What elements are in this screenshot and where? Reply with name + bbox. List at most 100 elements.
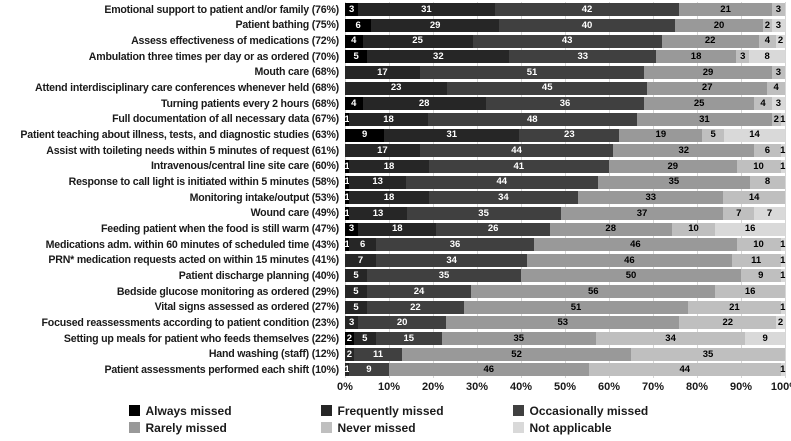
bar-segment: 51 [419,65,645,79]
bar-row: 3 20 53 22 2 [345,315,785,331]
bar-segment: 24 [366,285,472,299]
bar-segment-value: 13 [372,176,383,188]
bar-segment-value: 33 [577,51,589,63]
bar-track: 5 22 51 21 1 [345,300,785,314]
x-axis-tick-label: 60% [597,380,621,393]
legend: Always missed Frequently missed Occasion… [0,404,791,435]
plot-rows: 3 31 42 21 3 6 29 40 20 2 3 4 25 43 22 4 2 5 32 33 18 3 8 1… [345,2,785,378]
legend-swatch-icon [320,405,332,417]
bar-segment-value: 35 [513,332,525,344]
bar-segment: 4 [754,97,772,111]
bar-segment-value: 21 [729,301,740,313]
category-label: Patient teaching about illness, tests, a… [20,129,339,142]
bar-segment: 4 [767,81,785,95]
bar-segment-value: 22 [722,317,734,329]
bar-segment-value: 10 [688,223,699,235]
bar-segment: 1 [345,159,350,173]
bar-segment: 22 [367,300,464,314]
bar-segment-value: 17 [377,144,388,156]
bar-segment: 21 [679,3,772,17]
bar-segment-value: 31 [446,129,458,141]
bar-segment: 9 [745,332,785,346]
x-axis-tick-label: 100% [770,380,791,393]
bar-segment: 4 [345,97,363,111]
bar-row: 1 18 41 29 10 1 [345,159,785,175]
bar-segment: 22 [661,34,759,48]
bar-track: 3 18 26 28 10 16 [345,222,785,236]
bar-segment-value: 7 [766,207,773,219]
bar-segment: 46 [527,253,732,267]
category-label: Focused reassessments according to patie… [41,316,340,329]
bar-row: 5 35 50 9 1 [345,268,785,284]
bar-segment: 31 [636,112,772,126]
gridline [609,2,610,378]
bar-segment-value: 17 [377,66,388,78]
bar-segment: 52 [402,347,631,361]
gridline [565,2,566,378]
bar-segment: 5 [702,128,724,142]
bar-segment-value: 18 [690,51,702,63]
gridlines-layer [345,2,786,378]
bar-row: 9 31 23 19 5 14 [345,127,785,143]
gridline [433,2,434,378]
bar-segment-value: 9 [762,332,768,344]
chart-body: Emotional support to patient and/or fami… [0,2,791,378]
bar-segment-value: 44 [511,144,522,156]
bar-segment: 18 [349,112,428,126]
bar-row: 2 5 15 35 34 9 [345,331,785,347]
bar-segment-value: 2 [346,348,353,360]
bar-track: 5 24 56 16 [345,285,785,299]
legend-label: Never missed [337,420,416,435]
bar-segment: 13 [349,206,407,220]
bar-segment: 7 [723,206,755,220]
bar-segment-value: 6 [359,238,366,250]
bar-segment-value: 29 [429,19,441,31]
bar-segment-value: 21 [720,4,731,16]
category-label: Full documentation of all necessary data… [112,113,339,126]
bar-segment-value: 31 [699,113,710,125]
bar-segment: 29 [644,65,772,79]
bar-segment-value: 2 [764,19,771,31]
bar-segment: 14 [723,191,785,205]
bar-segment-value: 40 [581,19,593,31]
gridline [477,2,478,378]
bar-segment-value: 32 [678,144,690,156]
bar-segment-value: 53 [557,317,569,329]
bar-segment: 7 [754,206,785,220]
bar-segment-value: 1 [344,191,350,203]
category-label: Patient discharge planning (40%) [178,269,339,282]
bar-segment-value: 41 [513,160,525,172]
bar-segment: 18 [349,191,429,205]
bar-segment-value: 52 [511,348,522,360]
x-axis-tick-label: 70% [641,380,665,393]
bar-segment-value: 3 [775,66,782,78]
bar-segment-value: 35 [438,270,450,282]
bar-row: 4 25 43 22 4 2 [345,33,785,49]
bar-track: 3 20 53 22 2 [345,316,785,330]
bar-segment-value: 14 [749,129,760,141]
category-label: Wound care (49%) [250,207,340,220]
bar-segment: 7 [345,253,377,267]
bar-segment: 53 [446,316,680,330]
bar-segment: 4 [345,34,363,48]
bar-row: 5 24 56 16 [345,284,785,300]
x-axis-tick-label: 90% [729,380,753,393]
bar-track: 1 13 35 37 7 7 [345,206,785,220]
bar-segment: 27 [647,81,768,95]
bar-segment-value: 11 [372,348,384,360]
legend-swatch-icon [320,422,332,434]
bar-segment-value: 3 [348,4,355,16]
x-axis: 0% 10% 20% 30% 40% 50% 60% 70% 80% 90% 100% [0,378,791,398]
category-label: Intravenous/central line site care (60%) [150,160,339,173]
bar-segment-value: 34 [498,191,509,203]
bar-segment: 1 [344,191,350,205]
bar-segment-value: 9 [366,364,372,376]
bar-segment-value: 23 [564,129,575,141]
bar-segment-value: 46 [483,364,495,376]
bar-segment-value: 3 [775,4,781,16]
bar-segment-value: 23 [390,82,402,94]
bar-track: 2 11 52 35 [345,347,785,361]
bar-segment-value: 22 [410,301,421,313]
bar-row: 4 28 36 25 4 3 [345,96,785,112]
bar-segment-value: 14 [748,191,760,203]
